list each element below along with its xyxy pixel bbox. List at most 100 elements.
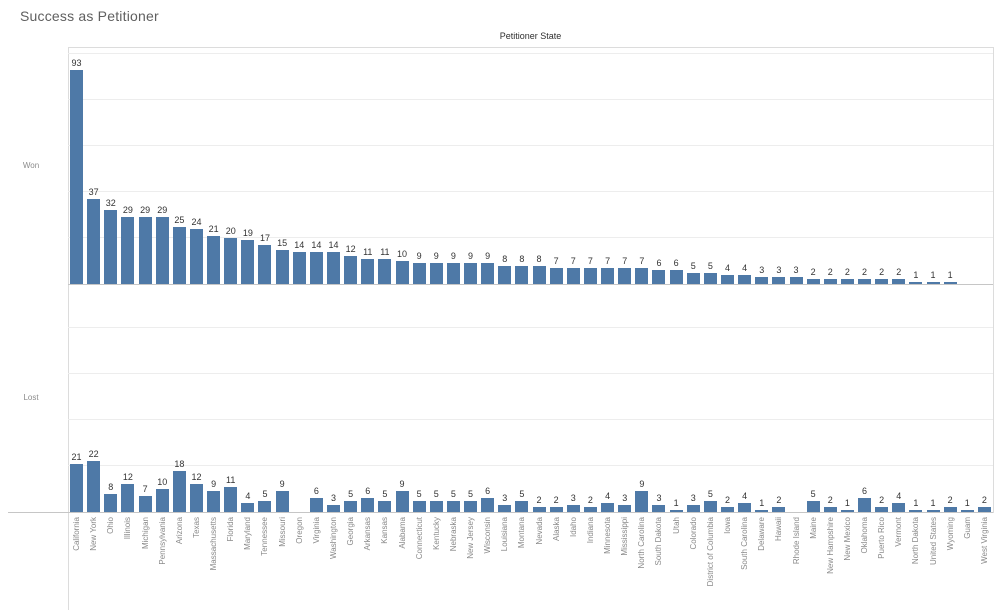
bar-won-utah[interactable] bbox=[669, 270, 683, 284]
bar-won-illinois[interactable] bbox=[121, 217, 135, 284]
bar-won-united-states[interactable] bbox=[926, 281, 940, 284]
x-axis-label[interactable]: Virginia bbox=[308, 517, 325, 613]
bar-lost-new-hampshire[interactable] bbox=[823, 507, 837, 512]
bar-won-puerto-rico[interactable] bbox=[875, 279, 889, 284]
bar-won-nebraska[interactable] bbox=[446, 263, 460, 284]
bar-won-wisconsin[interactable] bbox=[481, 263, 495, 284]
bar-lost-washington[interactable] bbox=[327, 505, 340, 512]
x-axis-label[interactable]: Wisconsin bbox=[479, 517, 496, 613]
bar-won-north-carolina[interactable] bbox=[635, 267, 649, 284]
bar-won-minnesota[interactable] bbox=[601, 267, 615, 284]
x-axis-label[interactable]: Oregon bbox=[291, 517, 308, 613]
bar-lost-iowa[interactable] bbox=[720, 507, 734, 512]
x-axis-label[interactable]: Maine bbox=[805, 517, 822, 613]
bar-lost-north-carolina[interactable] bbox=[635, 491, 649, 512]
bar-won-connecticut[interactable] bbox=[412, 263, 426, 284]
x-axis-label[interactable]: Indiana bbox=[582, 517, 599, 613]
bar-won-kansas[interactable] bbox=[378, 258, 392, 284]
bar-lost-maine[interactable] bbox=[806, 500, 820, 512]
bar-won-new-york[interactable] bbox=[87, 198, 101, 284]
x-axis-label[interactable]: Rhode Island bbox=[787, 517, 804, 613]
x-axis-label[interactable]: New Hampshire bbox=[822, 517, 839, 613]
bar-lost-idaho[interactable] bbox=[566, 505, 580, 512]
bar-lost-ohio[interactable] bbox=[104, 493, 118, 512]
x-axis-label[interactable]: Delaware bbox=[753, 517, 770, 613]
x-axis-label[interactable]: Alabama bbox=[393, 517, 410, 613]
bar-lost-nebraska[interactable] bbox=[446, 500, 460, 512]
bar-lost-colorado[interactable] bbox=[686, 505, 700, 512]
bar-lost-alabama[interactable] bbox=[395, 491, 409, 512]
bar-won-virginia[interactable] bbox=[309, 251, 323, 284]
bar-lost-michigan[interactable] bbox=[138, 495, 152, 512]
bar-lost-south-dakota[interactable] bbox=[652, 505, 666, 512]
x-axis-label[interactable]: Hawaii bbox=[770, 517, 787, 613]
x-axis-label[interactable]: Iowa bbox=[719, 517, 736, 613]
bar-lost-kansas[interactable] bbox=[378, 500, 392, 512]
bar-won-colorado[interactable] bbox=[686, 272, 700, 284]
x-axis-label[interactable]: Louisiana bbox=[496, 517, 513, 613]
x-axis-label[interactable]: New Mexico bbox=[839, 517, 856, 613]
x-axis-label[interactable]: Oklahoma bbox=[856, 517, 873, 613]
bar-lost-virginia[interactable] bbox=[309, 498, 323, 512]
x-axis-label[interactable]: California bbox=[68, 517, 85, 613]
x-axis-label[interactable]: Idaho bbox=[565, 517, 582, 613]
bar-lost-florida[interactable] bbox=[224, 486, 238, 512]
bar-lost-california[interactable] bbox=[70, 463, 84, 512]
x-axis-label[interactable]: Ohio bbox=[102, 517, 119, 613]
bar-won-vermont[interactable] bbox=[892, 279, 906, 284]
bar-lost-nevada[interactable] bbox=[532, 507, 546, 512]
x-axis-label[interactable]: Michigan bbox=[137, 517, 154, 613]
bar-won-kentucky[interactable] bbox=[429, 263, 443, 284]
bar-lost-pennsylvania[interactable] bbox=[155, 489, 169, 512]
bar-won-montana[interactable] bbox=[515, 265, 529, 284]
bar-lost-massachusetts[interactable] bbox=[207, 491, 221, 512]
x-axis-label[interactable]: Utah bbox=[668, 517, 685, 613]
bar-lost-louisiana[interactable] bbox=[498, 505, 512, 512]
bar-won-delaware[interactable] bbox=[755, 277, 769, 284]
row-label-won[interactable]: Won bbox=[22, 161, 40, 170]
bar-lost-arizona[interactable] bbox=[172, 470, 186, 512]
bar-won-missouri[interactable] bbox=[275, 249, 289, 284]
bar-won-arizona[interactable] bbox=[172, 226, 186, 284]
bar-won-district-of-columbia[interactable] bbox=[703, 272, 717, 284]
x-axis-label[interactable]: New Jersey bbox=[462, 517, 479, 613]
bar-won-oklahoma[interactable] bbox=[858, 279, 872, 284]
bar-won-new-mexico[interactable] bbox=[840, 279, 854, 284]
bar-lost-utah[interactable] bbox=[669, 509, 683, 512]
x-axis-label[interactable]: North Dakota bbox=[907, 517, 924, 613]
x-axis-label[interactable]: District of Columbia bbox=[702, 517, 719, 613]
x-axis-label[interactable]: Guam bbox=[959, 517, 976, 613]
x-axis-label[interactable]: Colorado bbox=[685, 517, 702, 613]
bar-lost-maryland[interactable] bbox=[241, 502, 255, 512]
bar-won-michigan[interactable] bbox=[138, 217, 152, 284]
x-axis-label[interactable]: Wyoming bbox=[942, 517, 959, 613]
bar-won-maine[interactable] bbox=[806, 279, 820, 284]
bar-lost-georgia[interactable] bbox=[344, 500, 358, 512]
bar-won-new-jersey[interactable] bbox=[464, 263, 478, 284]
bar-won-new-hampshire[interactable] bbox=[823, 279, 837, 284]
x-axis-label[interactable]: Massachusetts bbox=[205, 517, 222, 613]
bar-won-ohio[interactable] bbox=[104, 210, 118, 284]
x-axis-label[interactable]: Maryland bbox=[239, 517, 256, 613]
x-axis-label[interactable]: West Virginia bbox=[976, 517, 993, 613]
bar-won-mississippi[interactable] bbox=[618, 267, 632, 284]
bar-won-pennsylvania[interactable] bbox=[155, 217, 169, 284]
bar-lost-indiana[interactable] bbox=[583, 507, 597, 512]
bar-won-alabama[interactable] bbox=[395, 261, 409, 284]
bar-won-georgia[interactable] bbox=[344, 256, 358, 284]
x-axis-label[interactable]: Minnesota bbox=[599, 517, 616, 613]
x-axis-label[interactable]: Florida bbox=[222, 517, 239, 613]
bar-won-hawaii[interactable] bbox=[772, 277, 786, 284]
bar-lost-united-states[interactable] bbox=[926, 509, 940, 512]
bar-lost-missouri[interactable] bbox=[275, 491, 289, 512]
bar-lost-tennessee[interactable] bbox=[258, 500, 272, 512]
bar-won-south-carolina[interactable] bbox=[738, 274, 752, 284]
bar-won-washington[interactable] bbox=[327, 251, 340, 284]
x-axis-label[interactable]: Missouri bbox=[274, 517, 291, 613]
row-label-lost[interactable]: Lost bbox=[23, 393, 39, 402]
bar-won-nevada[interactable] bbox=[532, 265, 546, 284]
bar-lost-minnesota[interactable] bbox=[601, 502, 615, 512]
x-axis-label[interactable]: Tennessee bbox=[256, 517, 273, 613]
x-axis-label[interactable]: Washington bbox=[325, 517, 342, 613]
bar-lost-arkansas[interactable] bbox=[361, 498, 375, 512]
